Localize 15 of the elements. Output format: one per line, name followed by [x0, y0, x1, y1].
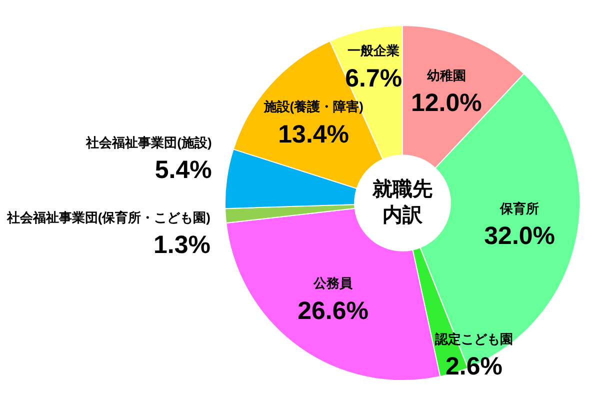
slice-label: 社会福祉事業団(施設) — [85, 134, 212, 150]
slice-label: 公務員 — [312, 275, 354, 290]
data-label: 13.4% — [278, 120, 350, 149]
slice-label: 社会福祉事業団(保育所・こども園) — [6, 210, 210, 225]
slice-label: 一般企業 — [348, 43, 400, 58]
text: 就職先 — [372, 178, 432, 201]
data-label: 6.7% — [345, 64, 402, 92]
data-label: 5.4% — [154, 156, 212, 184]
data-label: 26.6% — [298, 296, 368, 325]
data-label: 32.0% — [484, 222, 556, 250]
slice-label: 幼稚園 — [426, 68, 466, 83]
data-label: 12.0% — [410, 89, 482, 118]
data-label: 1.3% — [154, 231, 210, 260]
slice-label: 保育所 — [499, 200, 540, 216]
text: 内訳 — [382, 204, 424, 227]
